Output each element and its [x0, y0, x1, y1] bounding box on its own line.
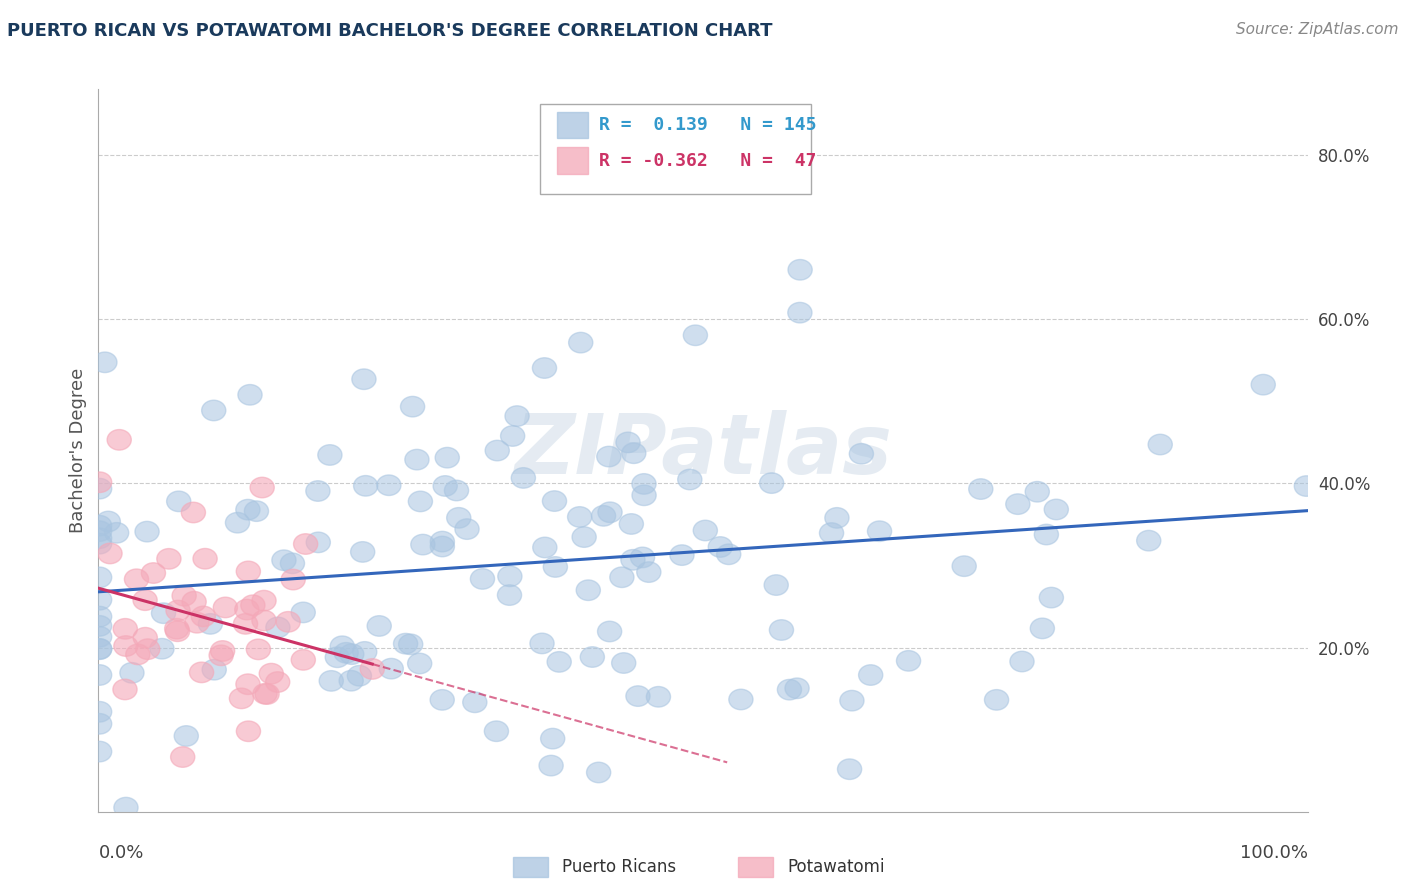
Text: PUERTO RICAN VS POTAWATOMI BACHELOR'S DEGREE CORRELATION CHART: PUERTO RICAN VS POTAWATOMI BACHELOR'S DE…	[7, 22, 772, 40]
Text: Potawatomi: Potawatomi	[787, 858, 884, 876]
Text: 0.0%: 0.0%	[98, 844, 143, 863]
Text: 100.0%: 100.0%	[1240, 844, 1308, 863]
Text: ZIPatlas: ZIPatlas	[515, 410, 891, 491]
Text: Puerto Ricans: Puerto Ricans	[562, 858, 676, 876]
Text: R = -0.362   N =  47: R = -0.362 N = 47	[599, 152, 817, 169]
Y-axis label: Bachelor's Degree: Bachelor's Degree	[69, 368, 87, 533]
Text: Source: ZipAtlas.com: Source: ZipAtlas.com	[1236, 22, 1399, 37]
Text: R =  0.139   N = 145: R = 0.139 N = 145	[599, 116, 817, 134]
